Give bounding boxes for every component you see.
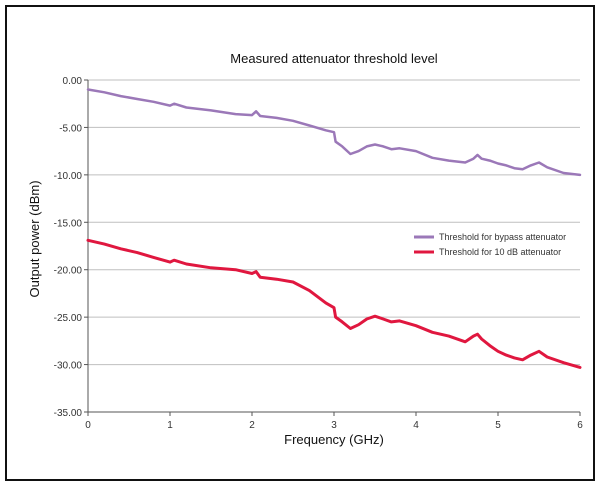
- y-tick-label: -35.00: [54, 408, 83, 419]
- y-axis-title: Output power (dBm): [27, 180, 42, 297]
- x-tick-label: 5: [495, 420, 501, 431]
- x-tick-label: 2: [249, 420, 255, 431]
- y-tick-label: -25.00: [54, 313, 83, 324]
- x-tick-label: 4: [413, 420, 419, 431]
- chart-frame: Measured attenuator threshold level 0.00…: [5, 5, 595, 481]
- series-layer: [86, 88, 582, 369]
- axes: [84, 79, 581, 416]
- y-tick-label: -5.00: [59, 123, 82, 134]
- chart-svg: Measured attenuator threshold level 0.00…: [27, 51, 584, 447]
- series-line-2: [86, 238, 582, 369]
- y-tick-label: -10.00: [54, 171, 83, 182]
- x-tick-label: 1: [167, 420, 173, 431]
- x-tick-label: 6: [577, 420, 583, 431]
- legend: Threshold for bypass attenuator Threshold…: [414, 232, 566, 257]
- x-tick-label: 0: [85, 420, 91, 431]
- x-axis-title: Frequency (GHz): [284, 432, 384, 447]
- grid: [88, 79, 580, 413]
- y-tick-label: 0.00: [63, 76, 83, 87]
- series-line-1: [86, 88, 582, 177]
- y-tick-label: -30.00: [54, 361, 83, 372]
- y-tick-label: -20.00: [54, 266, 83, 277]
- x-tick-label: 3: [331, 420, 337, 431]
- y-tick-label: -15.00: [54, 218, 83, 229]
- legend-label: Threshold for bypass attenuator: [439, 232, 566, 242]
- chart-title: Measured attenuator threshold level: [230, 51, 438, 66]
- tick-labels: 0.00 -5.00 -10.00 -15.00 -20.00 -25.00 -30.00 -…: [54, 76, 584, 431]
- legend-label: Threshold for 10 dB attenuator: [439, 247, 561, 257]
